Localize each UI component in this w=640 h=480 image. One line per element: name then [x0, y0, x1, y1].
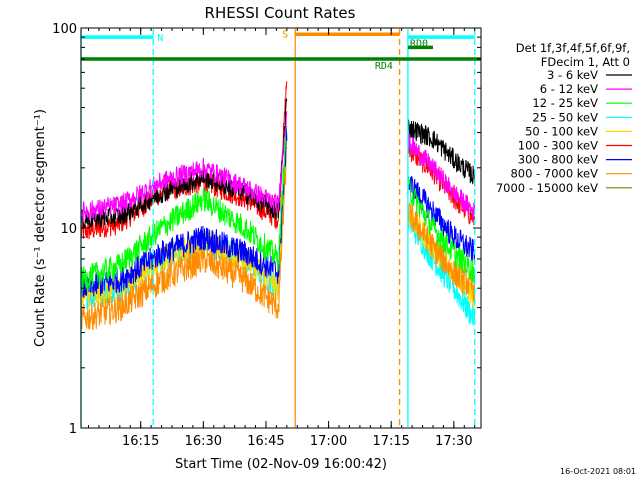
- series-line-6-0: [81, 126, 288, 299]
- flag-label-RD4: RD4: [375, 61, 393, 72]
- legend-entry-label: 300 - 800 keV: [518, 153, 598, 167]
- flag-label-RD0: RD0: [410, 38, 428, 49]
- timestamp: 16-Oct-2021 08:01: [560, 467, 636, 476]
- y-tick-label: 100: [52, 22, 77, 37]
- legend-entry-label: 50 - 100 keV: [525, 124, 598, 138]
- series-line-0-0: [81, 98, 288, 229]
- y-tick-label: 1: [69, 422, 77, 437]
- legend-header: FDecim 1, Att 0: [541, 55, 630, 69]
- series-line-7-0: [81, 146, 288, 330]
- series-line-7-1: [407, 202, 476, 303]
- legend-entry-label: 12 - 25 keV: [532, 96, 598, 110]
- series-line-1-1: [407, 133, 476, 221]
- y-axis-label: Count Rate (s⁻¹ detector segment⁻¹): [33, 109, 48, 347]
- series-line-2-0: [81, 125, 288, 291]
- flag-label-S: S: [282, 29, 288, 40]
- x-axis-label: Start Time (02-Nov-09 16:00:42): [175, 457, 387, 472]
- legend-entry-label: 100 - 300 keV: [518, 139, 598, 153]
- x-tick-label: 16:45: [247, 434, 284, 449]
- series-line-2-1: [407, 176, 476, 284]
- legend-entry-label: 800 - 7000 keV: [510, 167, 598, 181]
- legend-entry-label: 7000 - 15000 keV: [496, 181, 598, 195]
- series-layer: [81, 81, 476, 330]
- chart-title: RHESSI Count Rates: [205, 4, 356, 22]
- legend-header: Det 1f,3f,4f,5f,6f,9f,: [516, 41, 630, 55]
- x-tick-label: 16:15: [122, 434, 159, 449]
- legend-entry-label: 3 - 6 keV: [547, 68, 598, 82]
- x-tick-label: 16:30: [185, 434, 222, 449]
- legend: Det 1f,3f,4f,5f,6f,9f,FDecim 1, Att 03 -…: [496, 41, 632, 195]
- flag-layer: N S RD0 RD4: [81, 29, 481, 72]
- flag-label-N: N: [157, 33, 163, 44]
- x-tick-label: 17:30: [435, 434, 472, 449]
- legend-entry-label: 6 - 12 keV: [540, 82, 598, 96]
- series-line-1-0: [81, 110, 288, 223]
- legend-entry-label: 25 - 50 keV: [532, 110, 598, 124]
- x-tick-label: 17:15: [372, 434, 409, 449]
- y-tick-label: 10: [60, 222, 77, 237]
- series-line-0-1: [407, 119, 476, 186]
- x-tick-label: 17:00: [310, 434, 347, 449]
- axis-layer: 16:15 16:30 16:45 17:00 17:15 17:30 1 10 100: [52, 22, 481, 449]
